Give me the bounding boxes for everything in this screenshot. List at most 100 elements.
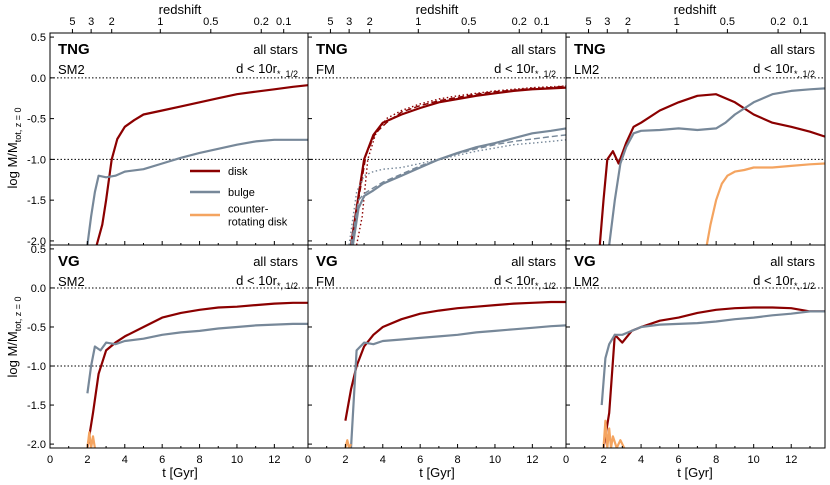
x-tick-label: 8 [455, 454, 461, 466]
top-axis-label: redshift [159, 2, 202, 17]
legend-label: counter- [228, 204, 269, 216]
redshift-tick-label: 1 [157, 16, 163, 28]
region-label: d < 10r*, 1/2 [494, 273, 556, 291]
x-tick-label: 0 [563, 454, 569, 466]
series-line [86, 138, 308, 245]
x-tick-label: 0 [305, 454, 311, 466]
redshift-tick-label: 0.1 [793, 16, 808, 28]
x-tick-label: 4 [638, 454, 644, 466]
x-tick-label: 8 [197, 454, 203, 466]
region-label: d < 10r*, 1/2 [236, 61, 298, 79]
y-tick-label: -0.5 [27, 114, 46, 126]
series-line [95, 84, 308, 245]
panel-title: TNG [316, 41, 348, 58]
region-label-main: d < 10r [236, 61, 278, 76]
series-line [350, 85, 566, 245]
x-tick-label: 10 [748, 454, 760, 466]
redshift-tick-label: 2 [109, 16, 115, 28]
region-label-main: d < 10r [494, 273, 536, 288]
series-line [608, 87, 825, 245]
x-tick-label: 6 [159, 454, 165, 466]
x-tick-label: 2 [600, 454, 606, 466]
y-tick-label: -2.0 [27, 236, 46, 248]
panel-frame [565, 244, 826, 449]
chart-panel-5: 0 2 4 6 8 10 12 VG FM all stars d < 10r*, 1/2 [305, 244, 567, 466]
redshift-tick-label: 5 [69, 16, 75, 28]
x-tick-label: 12 [785, 454, 797, 466]
redshift-tick-label: 3 [88, 16, 94, 28]
redshift-tick-label: 0.1 [534, 16, 549, 28]
redshift-tick-label: 0.1 [276, 16, 291, 28]
y-tick-label: 0.5 [31, 244, 46, 256]
legend-label: disk [228, 166, 248, 178]
region-label: all stars [770, 42, 815, 57]
panel-title: VG [58, 253, 80, 270]
x-tick-label: 6 [676, 454, 682, 466]
y-axis-label-sub: tot, z = 0 [13, 296, 23, 331]
region-label-sub: *, 1/2 [794, 69, 815, 79]
series-line [602, 419, 626, 448]
x-tick-label: 12 [526, 454, 538, 466]
y-axis-label-main: log M/M [5, 331, 20, 377]
region-label: all stars [511, 42, 556, 57]
x-axis-label: t [Gyr] [419, 465, 454, 480]
region-label-sub: *, 1/2 [277, 69, 298, 79]
x-tick-label: 6 [417, 454, 423, 466]
y-axis-label: log M/Mtot, z = 0 [5, 296, 23, 377]
y-axis-label-sub: tot, z = 0 [13, 107, 23, 142]
series-line [349, 324, 566, 448]
top-axis-label: redshift [674, 2, 717, 17]
x-axis-label: t [Gyr] [677, 465, 712, 480]
redshift-tick-label: 0.2 [770, 16, 785, 28]
y-tick-label: -1.0 [27, 361, 46, 373]
x-tick-label: 2 [342, 454, 348, 466]
legend-label: bulge [228, 187, 255, 199]
redshift-tick-label: 0.5 [720, 16, 735, 28]
redshift-tick-label: 1 [674, 16, 680, 28]
series-line [600, 310, 825, 406]
panel-subtitle: LM2 [574, 274, 599, 289]
region-label: d < 10r*, 1/2 [494, 61, 556, 79]
region-label: all stars [511, 254, 556, 269]
redshift-tick-label: 0.5 [203, 16, 218, 28]
series-line [602, 306, 825, 448]
x-tick-label: 0 [47, 454, 53, 466]
redshift-tick-label: 0.2 [512, 16, 527, 28]
x-tick-label: 4 [122, 454, 128, 466]
series-line [86, 322, 308, 394]
region-label-sub: *, 1/2 [277, 281, 298, 291]
x-tick-label: 2 [84, 454, 90, 466]
y-axis-label-main: log M/M [5, 142, 20, 188]
chart-panel-2: 5 3 2 1 0.5 0.2 0.1 TNG FM all stars d < 10r*, 1/2 [307, 16, 567, 246]
redshift-tick-label: 5 [585, 16, 591, 28]
region-label: d < 10r*, 1/2 [753, 273, 815, 291]
y-tick-label: -1.0 [27, 154, 46, 166]
region-label: d < 10r*, 1/2 [236, 273, 298, 291]
redshift-tick-label: 0.2 [254, 16, 269, 28]
chart-panel-3: 5 3 2 1 0.5 0.2 0.1 TNG LM2 all stars d < 10r*, 1/… [565, 16, 826, 246]
series-line [86, 431, 96, 448]
panel-subtitle: SM2 [58, 274, 85, 289]
panel-title: TNG [574, 41, 606, 58]
panel-subtitle: FM [316, 274, 335, 289]
chart-panel-1: 0.5 0.0 -0.5 -1.0 -1.5 -2.0 5 3 2 1 0.5 0.2 0.1 TNG SM… [27, 16, 309, 248]
series-line [350, 134, 566, 245]
series-line [355, 85, 566, 245]
panel-title: VG [574, 253, 596, 270]
y-tick-label: -0.5 [27, 322, 46, 334]
x-tick-label: 10 [231, 454, 243, 466]
region-label-main: d < 10r [236, 273, 278, 288]
region-label-main: d < 10r [753, 273, 795, 288]
redshift-tick-label: 1 [415, 16, 421, 28]
region-label-main: d < 10r [494, 61, 536, 76]
panel-title: TNG [58, 41, 90, 58]
series-line [351, 127, 566, 245]
y-tick-label: -1.5 [27, 195, 46, 207]
y-tick-label: 0.0 [31, 73, 46, 85]
legend-label: rotating disk [228, 217, 288, 229]
series-line [598, 93, 825, 245]
x-tick-label: 10 [489, 454, 501, 466]
panel-title: VG [316, 253, 338, 270]
region-label: all stars [770, 254, 815, 269]
